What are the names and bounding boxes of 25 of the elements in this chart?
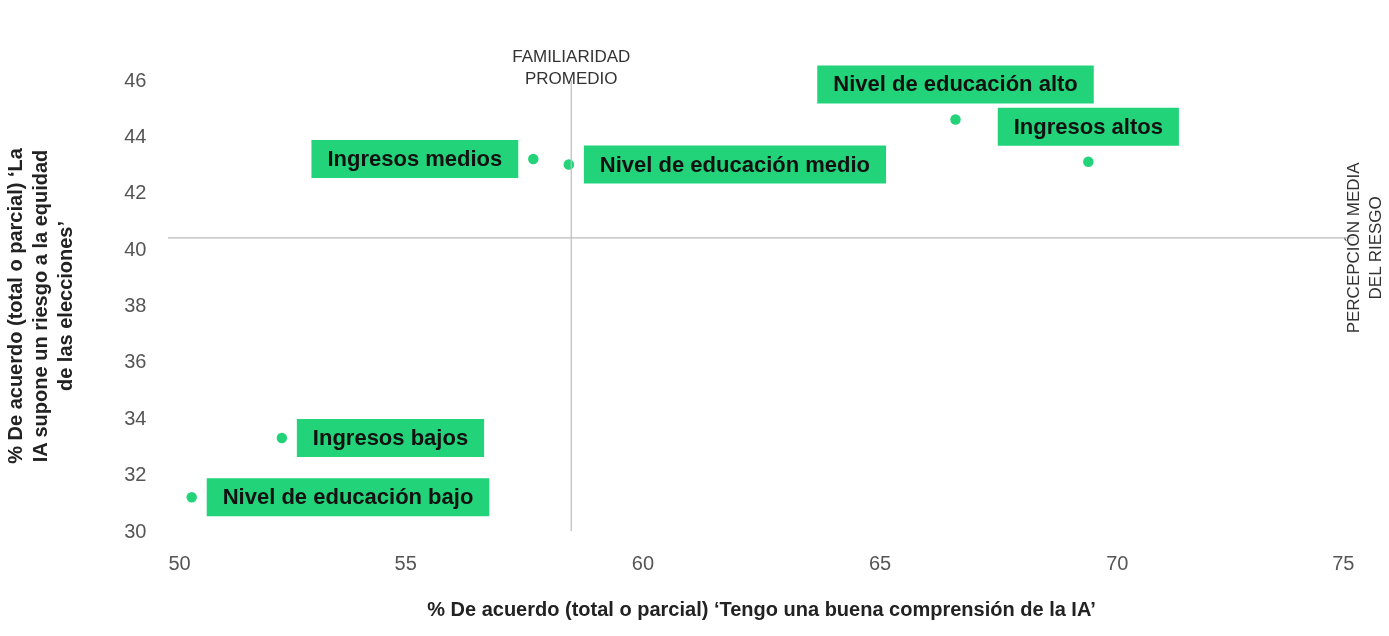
y-tick-label: 32 (124, 463, 147, 486)
series-label: Ingresos medios (327, 145, 503, 171)
x-tick-label: 75 (1332, 551, 1355, 574)
y-tick-label: 42 (124, 181, 147, 204)
y-axis-title: % De acuerdo (total o parcial) ‘La IA supone un riesgo a la equidad de las elecciones’ (4, 147, 77, 464)
series-label: Ingresos bajos (312, 424, 469, 450)
x-tick-label: 60 (631, 551, 655, 574)
y-tick-label: 38 (124, 294, 147, 316)
x-tick-label: 50 (168, 551, 191, 574)
x-tick-label: 55 (394, 551, 417, 574)
y-tick-label: 34 (124, 406, 147, 429)
y-tick-label: 30 (124, 519, 147, 542)
series-label: Nivel de educación medio (599, 151, 871, 177)
x-tick-label: 70 (1106, 551, 1129, 574)
series-label: Nivel de educación bajo (222, 484, 474, 510)
y-tick-label: 46 (124, 68, 147, 91)
x-tick-label: 65 (868, 551, 892, 574)
y-tick-label: 44 (124, 124, 147, 147)
ref-line-label: PERCEPCIÓN MEDIA DEL RIESGO (1344, 161, 1385, 334)
series-label: Nivel de educación alto (833, 71, 1078, 97)
ref-line-label: FAMILIARIDAD PROMEDIO (512, 47, 631, 88)
series-label: Ingresos altos (1013, 113, 1163, 139)
x-axis-title: % De acuerdo (total o parcial) ‘Tengo una buena comprensión de la IA’ (427, 597, 1096, 620)
y-tick-label: 36 (124, 350, 147, 373)
y-tick-label: 40 (124, 237, 147, 260)
